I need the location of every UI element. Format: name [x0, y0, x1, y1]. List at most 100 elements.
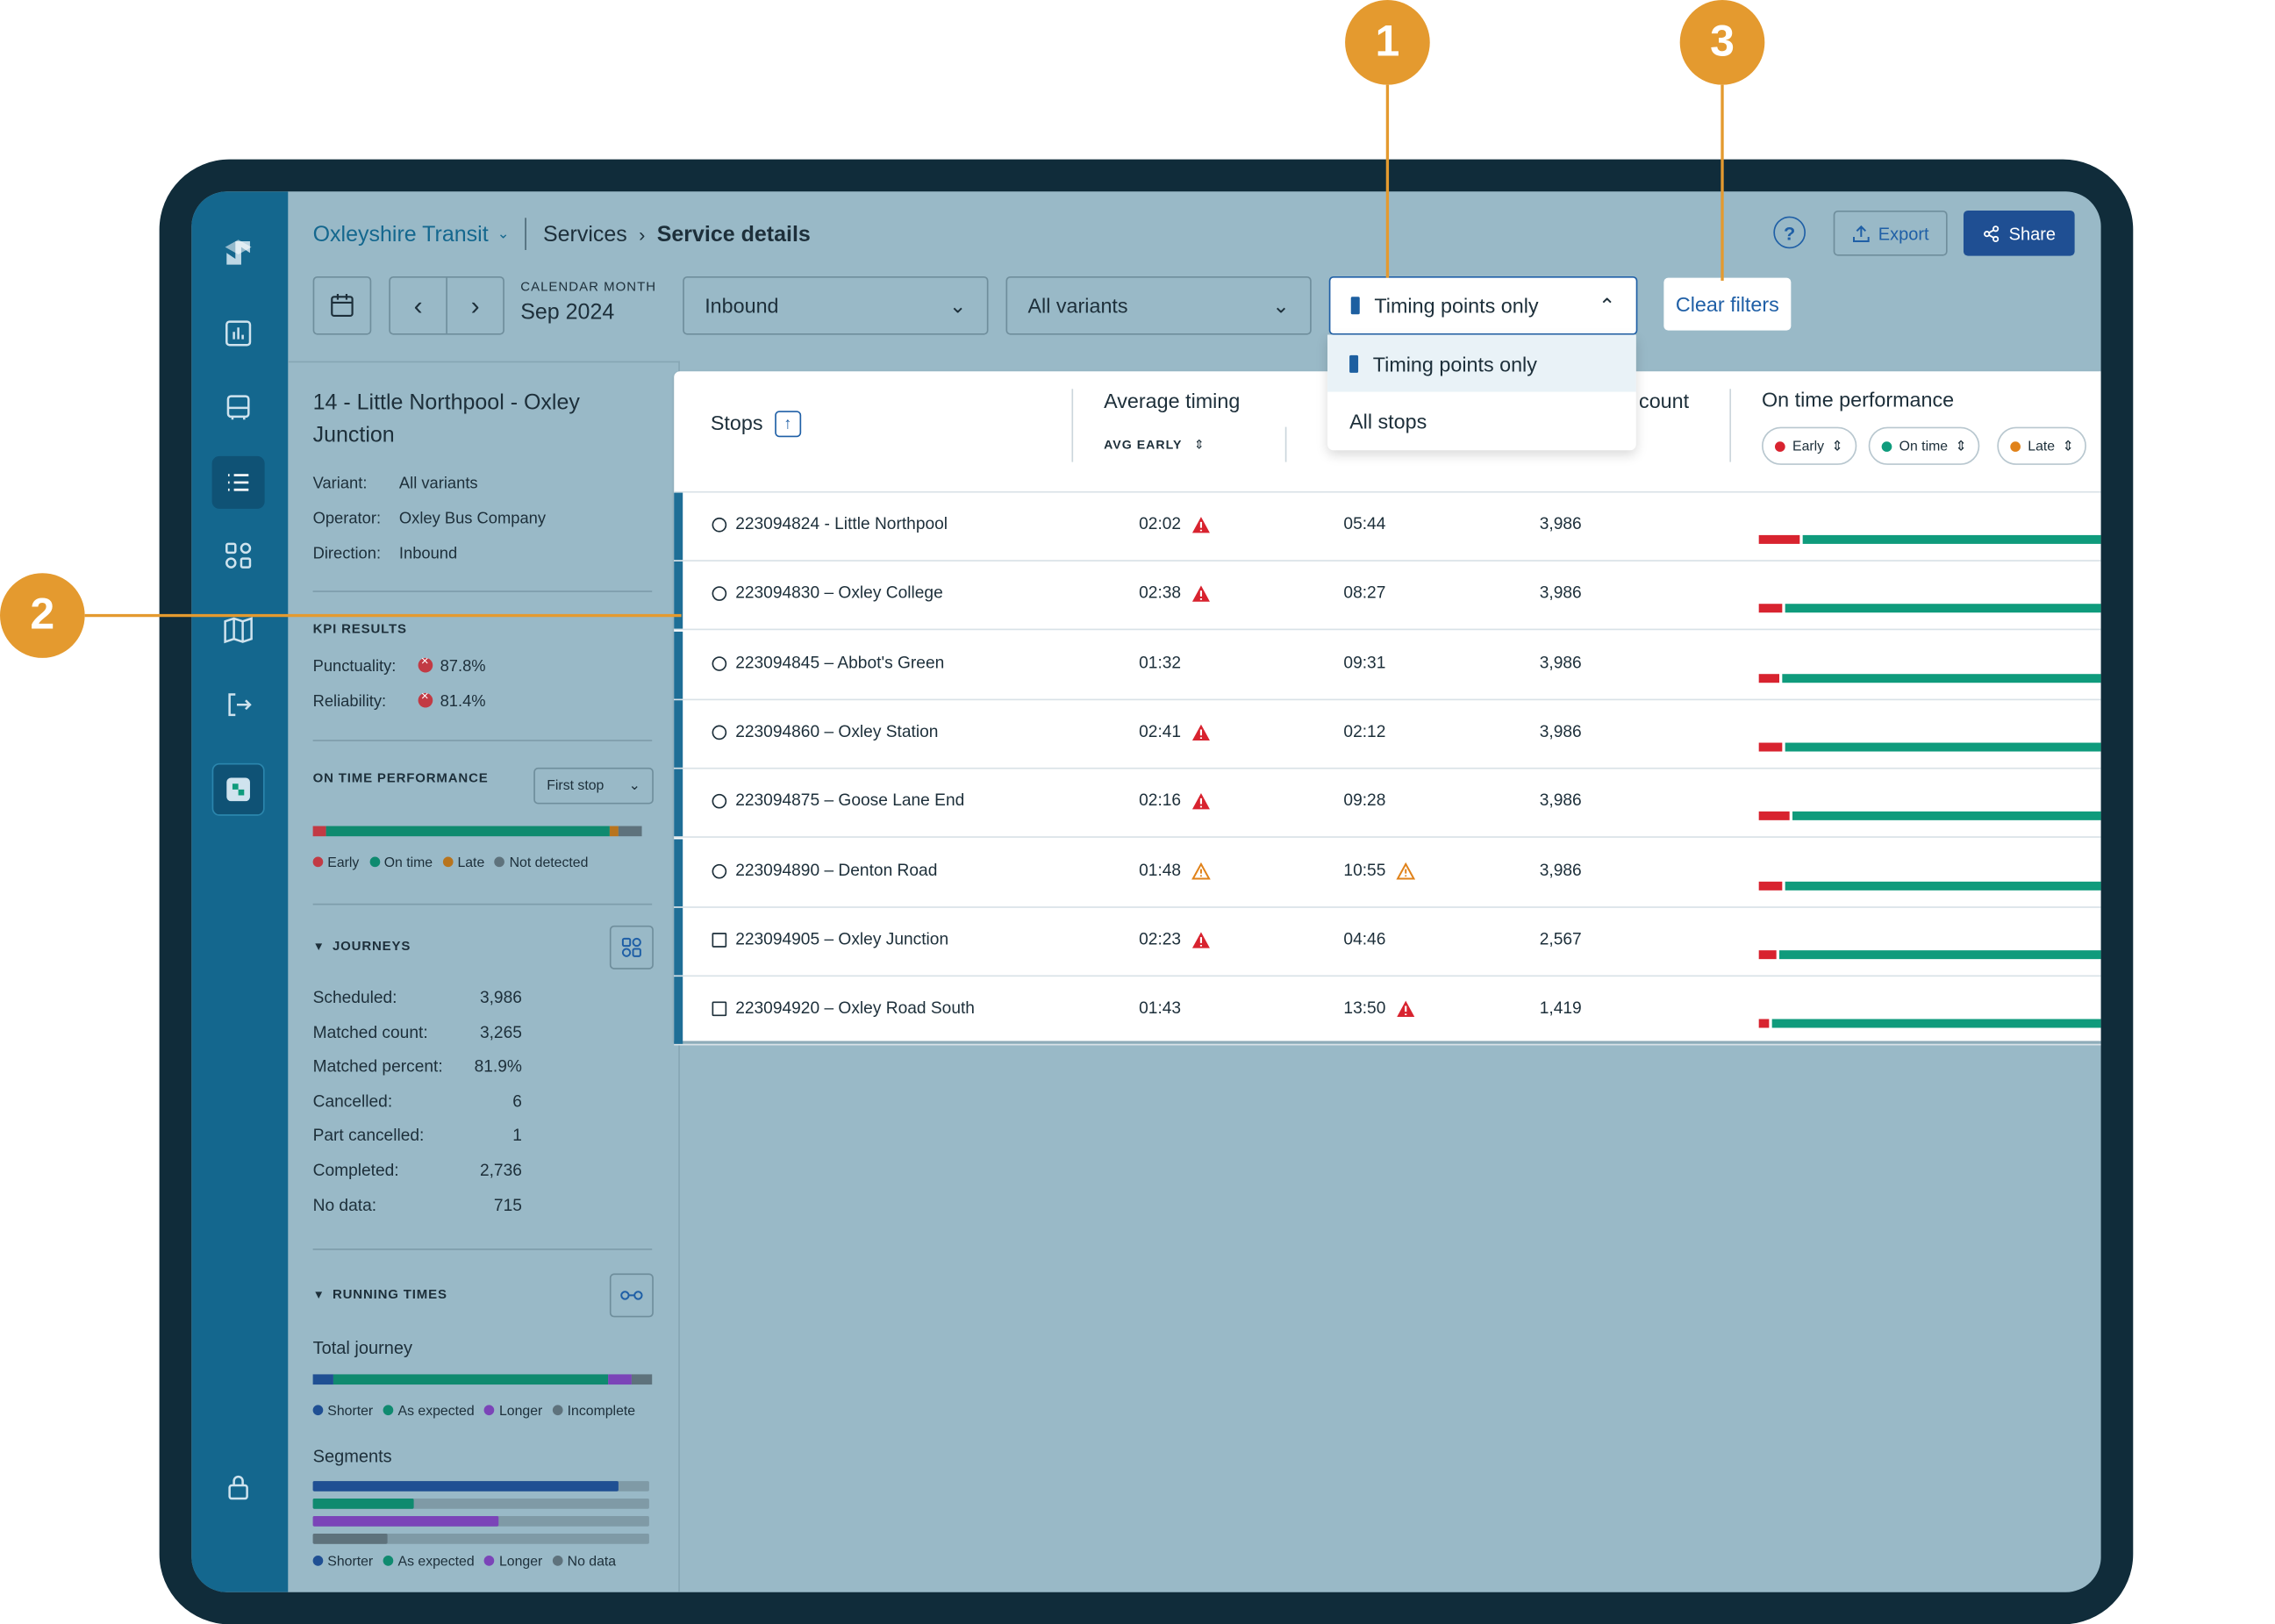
callout-3: 3 [1679, 0, 1765, 85]
bar-early [1758, 812, 1790, 821]
stop-name-cell[interactable]: 223094845 – Abbot's Green [712, 655, 944, 672]
table-row[interactable]: 223094824 - Little Northpool 02:02 05:44 3,… [674, 492, 2101, 562]
journey-stat-row: No data: 715 [313, 1197, 522, 1214]
calendar-button[interactable] [312, 275, 372, 335]
timing-point-icon [1349, 354, 1359, 373]
journey-stat-label: Part cancelled: [312, 1127, 425, 1146]
running-times-link-button[interactable] [609, 1273, 654, 1318]
calendar-month-value: Sep 2024 [520, 299, 615, 325]
upload-icon [1852, 225, 1870, 242]
stop-name: 223094830 – Oxley College [735, 585, 943, 604]
menu-item-label: Timing points only [1372, 351, 1537, 376]
timing-point-marker [674, 769, 683, 837]
stop-name-cell[interactable]: 223094824 - Little Northpool [712, 516, 948, 533]
count-cell: 3,986 [1539, 654, 1582, 672]
help-icon[interactable]: ? [1773, 216, 1806, 249]
stop-name-cell[interactable]: 223094830 – Oxley College [712, 585, 943, 603]
bus-icon[interactable] [212, 382, 265, 434]
divider [312, 590, 653, 592]
bar-on-time [1802, 534, 2101, 544]
variants-select[interactable]: All variants ⌄ [1005, 275, 1312, 335]
bar-early [1758, 604, 1783, 613]
divider [1071, 389, 1074, 462]
total-journey-bar [312, 1374, 653, 1385]
app-switcher-icon[interactable] [211, 762, 265, 816]
logo-icon[interactable] [212, 226, 265, 279]
legend-as-expected: As expected [383, 1554, 475, 1570]
early-sort-pill[interactable]: Early ⇕ [1762, 426, 1856, 465]
otp-heading: ON TIME PERFORMANCE [312, 770, 489, 785]
services-list-icon[interactable] [211, 455, 265, 509]
next-month-button[interactable]: › [447, 278, 503, 333]
table-row[interactable]: 223094830 – Oxley College 02:38 08:27 3,986 [674, 562, 2101, 631]
breadcrumb-services[interactable]: Services [542, 221, 627, 247]
share-icon [1984, 225, 2000, 242]
export-button[interactable]: Export [1833, 210, 1948, 256]
grid-icon [621, 937, 641, 957]
stop-name-cell[interactable]: 223094920 – Oxley Road South [712, 1000, 975, 1018]
stops-filter-menu: Timing points only All stops [1327, 334, 1636, 451]
apps-grid-icon[interactable] [212, 529, 265, 582]
average-timing-header: Average timing [1104, 389, 1241, 412]
app-screen: Oxleyshire Transit ⌄ Services › Service d… [191, 191, 2101, 1592]
org-switcher[interactable]: Oxleyshire Transit ⌄ [312, 221, 510, 247]
on-time-sort-pill[interactable]: On time ⇕ [1868, 426, 1980, 465]
avg-early-cell: 01:43 [1139, 999, 1182, 1018]
variant-label: Variant: [312, 475, 368, 493]
journey-stat-row: Cancelled: 6 [313, 1093, 522, 1111]
stop-name-cell[interactable]: 223094875 – Goose Lane End [712, 793, 964, 810]
stops-column-header[interactable]: Stops ↑ [711, 411, 801, 438]
chevron-left-icon: ‹ [413, 290, 423, 320]
stop-name: 223094890 – Denton Road [735, 862, 938, 880]
table-row[interactable]: 223094875 – Goose Lane End 02:16 09:28 3,98… [674, 769, 2101, 839]
menu-item-timing-points[interactable]: Timing points only [1327, 334, 1636, 392]
timing-point-marker [674, 977, 683, 1044]
avg-early-cell: 02:16 [1139, 793, 1210, 810]
export-label: Export [1878, 223, 1929, 244]
otp-stop-select[interactable]: First stop ⌄ [533, 767, 654, 805]
bar-late [609, 826, 619, 837]
stop-name-cell[interactable]: 223094890 – Denton Road [712, 862, 938, 880]
bar-early [1758, 881, 1783, 891]
table-row[interactable]: 223094845 – Abbot's Green 01:32 09:31 3,986 [674, 631, 2101, 700]
table-row[interactable]: 223094860 – Oxley Station 02:41 02:12 3,986 [674, 700, 2101, 769]
journeys-heading[interactable]: ▼ JOURNEYS [312, 938, 411, 954]
running-times-heading[interactable]: ▼ RUNNING TIMES [312, 1286, 447, 1302]
bar-on-time [1785, 604, 2101, 613]
avg-early-header[interactable]: AVG EARLY ⇕ [1104, 437, 1205, 452]
table-row[interactable]: 223094890 – Denton Road 01:48 10:55 3,986 [674, 838, 2101, 908]
map-icon[interactable] [212, 604, 265, 656]
share-button[interactable]: Share [1963, 210, 2075, 256]
stop-name-cell[interactable]: 223094860 – Oxley Station [712, 724, 938, 741]
lock-icon[interactable] [212, 1461, 265, 1513]
stop-name-cell[interactable]: 223094905 – Oxley Junction [712, 931, 948, 948]
chevron-down-icon: ⌄ [497, 225, 510, 242]
table-row[interactable]: 223094920 – Oxley Road South 01:43 13:50 1,… [674, 977, 2101, 1046]
clear-filters-button[interactable]: Clear filters [1663, 277, 1792, 331]
stops-filter-select[interactable]: Timing points only ⌃ [1328, 275, 1638, 335]
bar-on-time [1782, 673, 2101, 683]
count-header: count [1639, 389, 1690, 412]
direction-select[interactable]: Inbound ⌄ [683, 275, 989, 335]
legend-not-detected: Not detected [494, 855, 588, 871]
dashboard-icon[interactable] [212, 307, 265, 360]
logout-icon[interactable] [212, 678, 265, 731]
avg-early-cell: 01:32 [1139, 654, 1182, 672]
otp-mini-bar [1758, 1019, 2101, 1028]
table-row[interactable]: 223094905 – Oxley Junction 02:23 04:46 2,56… [674, 907, 2101, 977]
late-sort-pill[interactable]: Late ⇕ [1997, 426, 2087, 465]
avg-early-cell: 02:23 [1139, 931, 1210, 948]
journeys-grid-button[interactable] [609, 925, 654, 969]
bar-early [1758, 673, 1780, 683]
warning-icon [1191, 724, 1210, 740]
punctuality-value: 87.8% [440, 657, 486, 676]
chevron-up-icon: ⌃ [1598, 293, 1616, 317]
stops-table: Stops ↑ Average timing AVG EARLY ⇕ count O… [674, 371, 2101, 1046]
prev-month-button[interactable]: ‹ [390, 277, 447, 333]
menu-item-all-stops[interactable]: All stops [1327, 392, 1636, 449]
journey-stat-row: Scheduled: 3,986 [313, 990, 522, 1007]
sort-asc-icon[interactable]: ↑ [774, 411, 801, 438]
stop-name: 223094824 - Little Northpool [735, 516, 948, 534]
divider [312, 903, 653, 905]
journey-stat-value: 1 [512, 1127, 522, 1146]
